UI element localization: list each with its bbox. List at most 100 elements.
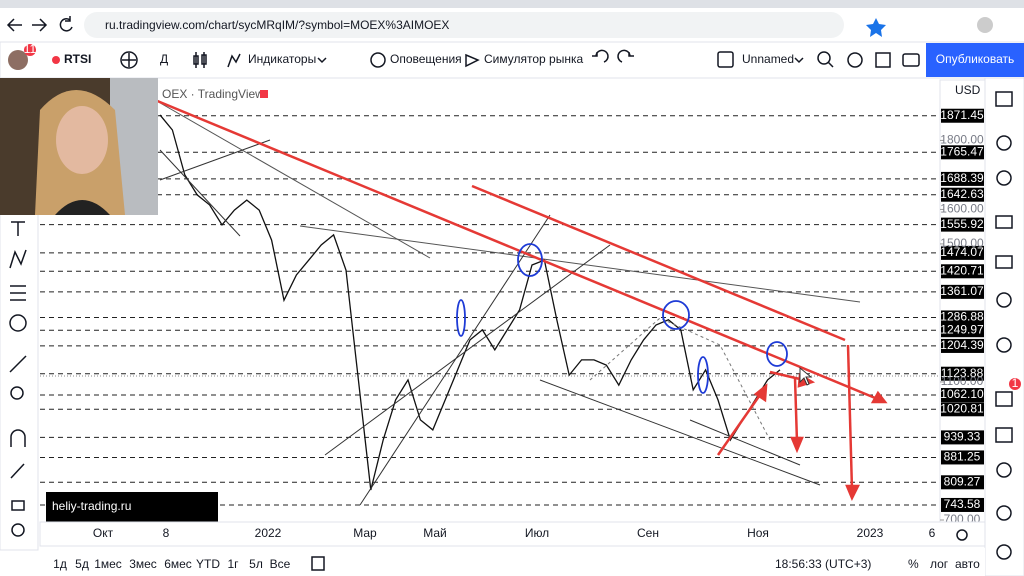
alerts-panel[interactable] [996, 135, 1012, 151]
emoji-tool[interactable] [9, 314, 27, 332]
magnet-tool[interactable] [10, 429, 26, 447]
sidebar-badge-count: 1 [1012, 376, 1019, 390]
broadcast[interactable] [996, 505, 1012, 521]
data-window[interactable] [996, 170, 1012, 186]
range-button[interactable]: 5д [75, 557, 89, 571]
axis-settings[interactable] [956, 529, 968, 541]
level-tag [941, 284, 984, 299]
level-label: 1062.10 [940, 387, 984, 401]
avatar[interactable] [8, 50, 28, 70]
level-label: 1871.45 [940, 108, 984, 122]
publish-button[interactable] [926, 43, 1024, 77]
level-tag [941, 245, 984, 260]
trendline [159, 149, 241, 237]
chats[interactable] [995, 391, 1013, 407]
watchlist[interactable] [995, 91, 1013, 107]
webcam [0, 78, 158, 215]
shirt [55, 200, 110, 215]
profile[interactable] [977, 17, 993, 33]
add-symbol[interactable] [122, 53, 136, 67]
ruler-tool[interactable] [9, 355, 27, 373]
red-arrow [846, 344, 854, 491]
pattern-tool[interactable] [9, 249, 27, 269]
arrowhead [790, 436, 804, 454]
level-tag [941, 388, 984, 403]
fullscreen[interactable] [875, 52, 891, 68]
snapshot[interactable] [902, 53, 920, 67]
text-tool[interactable] [11, 221, 25, 236]
lock-tool[interactable] [11, 500, 25, 511]
range-button[interactable]: YTD [196, 557, 220, 571]
redo[interactable] [617, 49, 634, 63]
ideas[interactable] [995, 255, 1013, 269]
layout-name[interactable]: Unnamed [742, 52, 794, 66]
x-tick-label: 2022 [255, 526, 282, 540]
level-tag [941, 450, 984, 465]
range-button[interactable]: 1д [53, 557, 67, 571]
indicators[interactable]: Индикаторы [248, 52, 316, 66]
range-button[interactable]: Все [270, 557, 291, 571]
add-symbol-ring [120, 51, 138, 69]
symbol[interactable]: RTSI [64, 52, 91, 66]
x-tick-label: Май [423, 526, 447, 540]
settings[interactable] [847, 52, 863, 68]
level-label: 1765.47 [940, 144, 984, 158]
fib-tool[interactable] [10, 285, 26, 301]
news[interactable] [995, 215, 1013, 229]
price-labels: 1871.45 1765.47 1688.39 1642.63 1555.92 1474.… [940, 108, 984, 526]
search-handle [827, 61, 834, 68]
range-button[interactable]: 6мес [164, 557, 192, 571]
search[interactable] [817, 51, 831, 65]
percent-toggle[interactable]: % [908, 557, 919, 571]
hotlist[interactable] [996, 462, 1012, 478]
level-tag [941, 497, 984, 512]
range-button[interactable]: 1мес [94, 557, 122, 571]
level-label: 1361.07 [940, 284, 984, 298]
layout-icon[interactable] [717, 51, 734, 68]
highlights [456, 243, 788, 394]
level-tag [941, 475, 984, 490]
sidebar-icons [995, 91, 1013, 560]
lock-drawings[interactable] [10, 463, 25, 479]
calendar[interactable] [996, 337, 1012, 353]
cursor [799, 366, 813, 386]
url-field[interactable] [84, 12, 844, 38]
auto-toggle[interactable]: авто [955, 557, 980, 571]
currency[interactable]: USD [955, 83, 981, 97]
log-toggle[interactable]: лог [930, 557, 949, 571]
level-label: 1420.71 [940, 263, 984, 277]
x-tick-label: 2023 [857, 526, 884, 540]
series [159, 114, 781, 491]
hide-tool[interactable] [11, 523, 25, 537]
zoom-tool[interactable] [10, 386, 24, 400]
reload-button[interactable] [59, 16, 73, 32]
messages[interactable] [995, 427, 1013, 443]
help[interactable] [996, 544, 1012, 560]
dropdown[interactable] [317, 57, 327, 64]
level-tag [941, 310, 984, 325]
streams[interactable] [996, 292, 1012, 308]
back-button[interactable] [6, 18, 22, 32]
circle-mark [662, 300, 690, 330]
range-button[interactable]: 1г [227, 557, 239, 571]
tab-strip [0, 0, 1024, 8]
red-arrow [716, 391, 764, 456]
face [56, 106, 108, 174]
replay[interactable]: Симулятор рынка [484, 52, 583, 66]
forward-button[interactable] [32, 18, 48, 32]
bookmark-star[interactable] [866, 18, 886, 37]
levels [40, 115, 940, 506]
chart-pane[interactable] [40, 80, 940, 522]
date-range-icon[interactable] [311, 556, 325, 571]
alerts[interactable]: Оповещения [390, 52, 462, 66]
level-tag [941, 323, 984, 338]
interval[interactable]: Д [160, 52, 168, 66]
undo[interactable] [592, 49, 609, 63]
right-sidebar [984, 77, 1024, 576]
clock[interactable]: 18:56:33 (UTC+3) [775, 557, 871, 571]
range-button[interactable]: 3мес [129, 557, 157, 571]
circle-mark [766, 341, 788, 367]
chart-type[interactable] [193, 52, 207, 68]
layout-dropdown[interactable] [794, 57, 804, 64]
range-button[interactable]: 5л [249, 557, 263, 571]
